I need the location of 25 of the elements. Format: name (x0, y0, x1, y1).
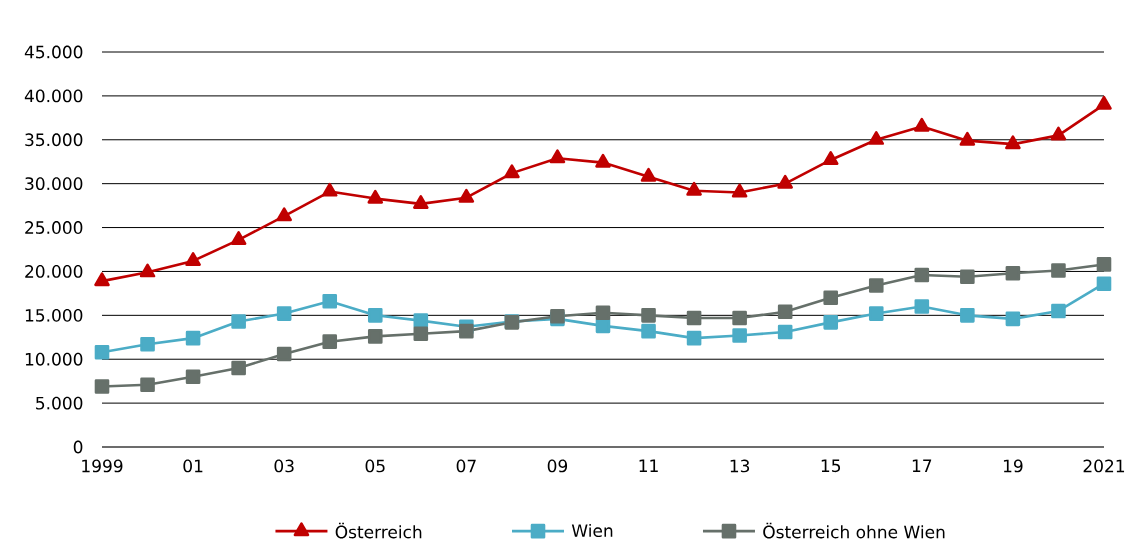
x-tick-label: 15 (821, 459, 841, 473)
y-tick-label: 40.000 (24, 89, 83, 103)
x-tick-label: 01 (183, 459, 203, 473)
y-tick-label: 35.000 (25, 133, 83, 147)
x-tick-label: 13 (730, 459, 750, 473)
x-tick-label: 2021 (1083, 459, 1125, 473)
x-tick-label: 11 (639, 459, 658, 472)
y-tick-label: 30.000 (25, 177, 83, 191)
y-tick-label: 0 (73, 440, 83, 454)
y-tick-label: 45.000 (24, 45, 83, 59)
x-tick-label: 17 (912, 459, 932, 472)
legend-label: Österreich (335, 522, 422, 539)
y-tick-label: 5.000 (36, 396, 83, 410)
x-tick-label: 03 (274, 459, 294, 473)
legend-label: Österreich ohne Wien (763, 522, 945, 539)
x-tick-label: 19 (1003, 459, 1023, 473)
y-tick-label: 15.000 (25, 308, 83, 322)
legend-label: Wien (571, 523, 613, 538)
x-tick-label: 1999 (82, 459, 123, 473)
y-tick-label: 25.000 (25, 221, 83, 234)
x-tick-label: 09 (547, 459, 568, 473)
x-tick-label: 05 (365, 459, 385, 473)
y-tick-label: 20.000 (25, 265, 83, 278)
y-tick-label: 10.000 (25, 352, 83, 366)
x-tick-label: 07 (456, 459, 476, 473)
